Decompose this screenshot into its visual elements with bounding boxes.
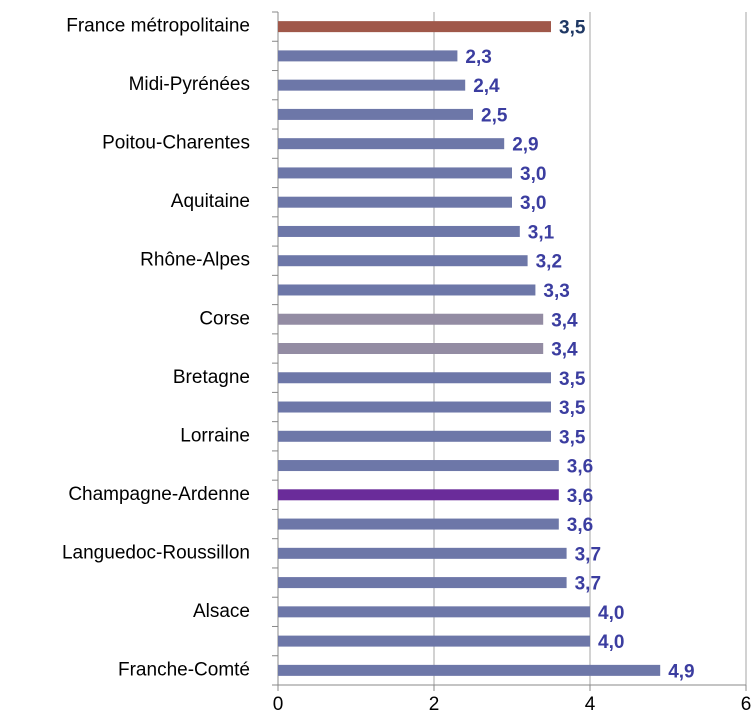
bar <box>278 489 559 501</box>
x-tick-label: 0 <box>273 694 284 715</box>
bar <box>278 255 528 267</box>
bar <box>278 401 551 413</box>
value-label: 3,4 <box>551 310 578 331</box>
value-label: 4,9 <box>668 661 694 682</box>
bar <box>278 167 512 179</box>
value-label: 3,3 <box>543 281 569 302</box>
bar <box>278 79 466 91</box>
category-label: Languedoc-Roussillon <box>62 542 250 563</box>
value-label: 2,4 <box>473 76 500 97</box>
category-label: Lorraine <box>180 425 250 446</box>
value-label: 3,1 <box>528 222 555 243</box>
category-label: Aquitaine <box>171 191 250 212</box>
value-label: 3,6 <box>567 515 593 536</box>
value-label: 4,0 <box>598 632 624 653</box>
bar <box>278 138 505 150</box>
category-label: Poitou-Charentes <box>102 133 250 154</box>
category-label: Franche-Comté <box>118 659 250 680</box>
bar <box>278 50 458 62</box>
value-label: 3,5 <box>559 18 586 39</box>
value-label: 3,5 <box>559 427 586 448</box>
bar <box>278 577 567 589</box>
x-tick-label: 4 <box>585 694 596 715</box>
bar <box>278 635 590 647</box>
bar <box>278 460 559 472</box>
category-label: France métropolitaine <box>66 16 250 37</box>
bar <box>278 313 544 325</box>
x-tick-label: 6 <box>741 694 752 715</box>
bar <box>278 430 551 442</box>
bar <box>278 108 473 120</box>
category-label: Alsace <box>193 601 250 622</box>
value-label: 2,5 <box>481 105 508 126</box>
value-label: 4,0 <box>598 603 624 624</box>
bar <box>278 372 551 384</box>
bar <box>278 343 544 354</box>
x-tick-label: 2 <box>429 694 440 715</box>
category-label: Bretagne <box>173 367 250 388</box>
bar <box>278 606 590 618</box>
category-label: Midi-Pyrénées <box>129 74 250 95</box>
value-label: 2,3 <box>465 47 491 68</box>
value-label: 3,7 <box>575 574 601 595</box>
bar <box>278 196 512 208</box>
category-label: Corse <box>199 308 250 329</box>
value-label: 2,9 <box>512 135 538 156</box>
value-label: 3,0 <box>520 193 546 214</box>
category-label: Champagne-Ardenne <box>68 484 250 505</box>
value-label: 3,5 <box>559 369 586 390</box>
bar <box>278 225 520 237</box>
value-label: 3,6 <box>567 457 593 478</box>
bar <box>278 547 567 559</box>
bar <box>278 664 661 676</box>
category-label: Rhône-Alpes <box>140 250 250 271</box>
value-label: 3,0 <box>520 164 546 185</box>
bar <box>278 284 536 296</box>
value-label: 3,2 <box>536 252 562 273</box>
value-label: 3,4 <box>551 340 578 361</box>
value-label: 3,5 <box>559 398 586 419</box>
value-label: 3,6 <box>567 486 593 507</box>
value-label: 3,7 <box>575 544 601 565</box>
bar <box>278 518 559 530</box>
bar <box>278 21 551 33</box>
